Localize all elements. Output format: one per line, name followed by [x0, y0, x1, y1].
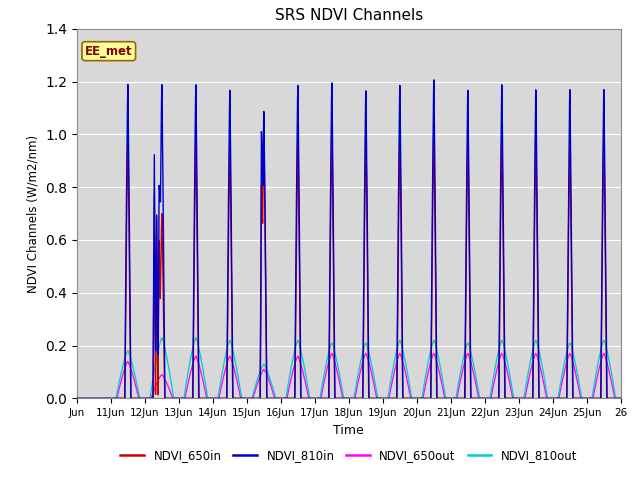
- Text: EE_met: EE_met: [85, 45, 132, 58]
- Title: SRS NDVI Channels: SRS NDVI Channels: [275, 9, 423, 24]
- X-axis label: Time: Time: [333, 424, 364, 437]
- Legend: NDVI_650in, NDVI_810in, NDVI_650out, NDVI_810out: NDVI_650in, NDVI_810in, NDVI_650out, NDV…: [116, 444, 582, 467]
- Y-axis label: NDVI Channels (W/m2/nm): NDVI Channels (W/m2/nm): [26, 134, 40, 293]
